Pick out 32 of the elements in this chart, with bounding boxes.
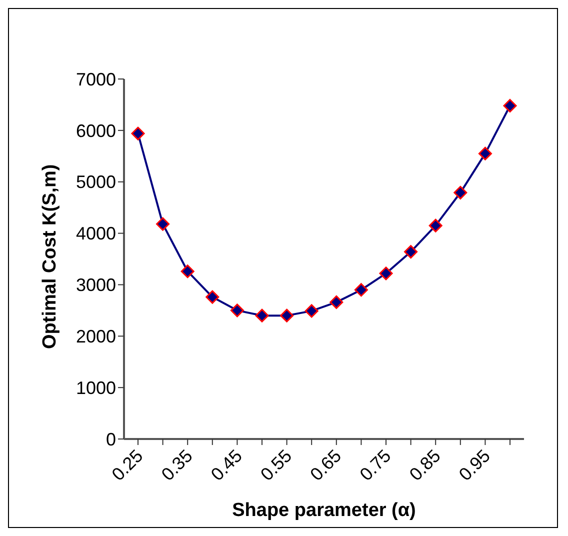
point xyxy=(503,98,517,112)
y-tick-label: 2000 xyxy=(76,326,116,347)
point xyxy=(354,283,368,297)
point xyxy=(304,304,318,318)
point xyxy=(206,290,220,304)
point xyxy=(379,266,393,280)
x-tick-label: 0.85 xyxy=(406,446,444,485)
point xyxy=(230,304,244,318)
x-tick-label: 0.65 xyxy=(306,446,346,485)
y-tick-label: 1000 xyxy=(76,378,116,398)
point xyxy=(255,308,269,322)
point xyxy=(330,295,344,309)
x-axis-title: Shape parameter (α) xyxy=(232,500,416,521)
y-tick-label: 4000 xyxy=(76,224,116,244)
point xyxy=(131,126,145,140)
y-tick-label: 3000 xyxy=(76,275,116,296)
point xyxy=(454,186,468,200)
y-tick-label: 6000 xyxy=(76,120,116,141)
x-tick-label: 0.35 xyxy=(158,446,196,485)
point xyxy=(404,245,418,259)
x-tick-label: 0.55 xyxy=(256,446,296,485)
point xyxy=(478,146,492,160)
point xyxy=(180,264,194,278)
point xyxy=(156,217,170,231)
y-tick-label: 5000 xyxy=(76,172,116,192)
x-tick-label: 0.95 xyxy=(455,446,494,485)
point xyxy=(280,308,294,322)
point xyxy=(428,218,442,232)
y-axis-title: Optimal Cost K(S,m) xyxy=(40,164,61,349)
y-tick-label: 7000 xyxy=(76,69,116,90)
x-tick-label: 0.45 xyxy=(207,446,246,485)
x-tick-label: 0.75 xyxy=(356,446,395,485)
